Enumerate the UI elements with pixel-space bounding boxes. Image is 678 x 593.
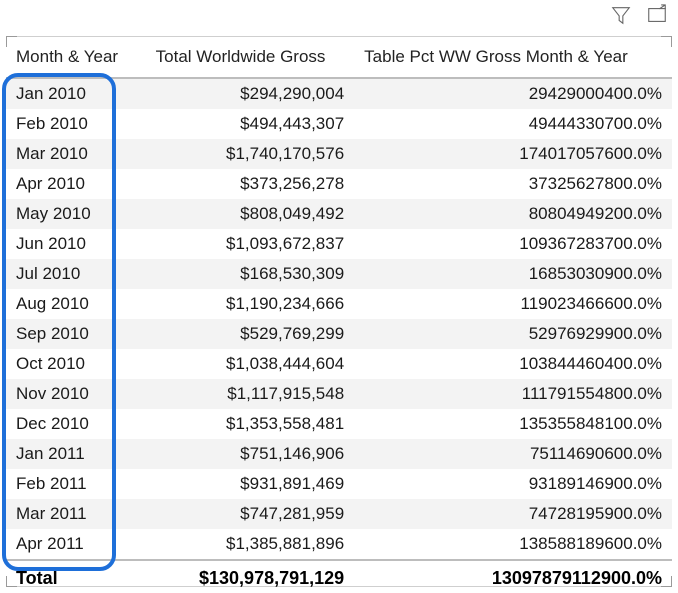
header-pct[interactable]: Table Pct WW Gross Month & Year bbox=[354, 37, 672, 78]
visual-header bbox=[610, 4, 668, 31]
table-row[interactable]: Apr 2011$1,385,881,896138588189600.0% bbox=[6, 529, 672, 560]
total-pct: 13097879112900.0% bbox=[354, 560, 672, 593]
table-container: Month & Year Total Worldwide Gross Table… bbox=[6, 36, 672, 587]
cell-pct: 103844460400.0% bbox=[354, 349, 672, 379]
cell-month: Sep 2010 bbox=[6, 319, 146, 349]
table-row[interactable]: Jan 2010$294,290,00429429000400.0% bbox=[6, 78, 672, 109]
table-row[interactable]: May 2010$808,049,49280804949200.0% bbox=[6, 199, 672, 229]
cell-month: Jun 2010 bbox=[6, 229, 146, 259]
table-row[interactable]: Nov 2010$1,117,915,548111791554800.0% bbox=[6, 379, 672, 409]
cell-month: Mar 2011 bbox=[6, 499, 146, 529]
frame-corner bbox=[661, 576, 672, 587]
frame-corner bbox=[6, 576, 17, 587]
cell-month: Mar 2010 bbox=[6, 139, 146, 169]
cell-pct: 75114690600.0% bbox=[354, 439, 672, 469]
cell-pct: 74728195900.0% bbox=[354, 499, 672, 529]
cell-month: Apr 2011 bbox=[6, 529, 146, 560]
cell-month: May 2010 bbox=[6, 199, 146, 229]
frame-corner bbox=[661, 36, 672, 47]
cell-month: Jan 2010 bbox=[6, 78, 146, 109]
cell-gross: $1,038,444,604 bbox=[146, 349, 355, 379]
funnel-icon[interactable] bbox=[610, 4, 632, 31]
table-row[interactable]: Feb 2011$931,891,46993189146900.0% bbox=[6, 469, 672, 499]
table-row[interactable]: Apr 2010$373,256,27837325627800.0% bbox=[6, 169, 672, 199]
cell-pct: 119023466600.0% bbox=[354, 289, 672, 319]
table-row[interactable]: Mar 2011$747,281,95974728195900.0% bbox=[6, 499, 672, 529]
cell-gross: $1,093,672,837 bbox=[146, 229, 355, 259]
cell-gross: $1,117,915,548 bbox=[146, 379, 355, 409]
table-row[interactable]: Oct 2010$1,038,444,604103844460400.0% bbox=[6, 349, 672, 379]
total-label: Total bbox=[6, 560, 146, 593]
header-month[interactable]: Month & Year bbox=[6, 37, 146, 78]
table-visual: Month & Year Total Worldwide Gross Table… bbox=[0, 0, 678, 593]
header-row: Month & Year Total Worldwide Gross Table… bbox=[6, 37, 672, 78]
cell-gross: $1,353,558,481 bbox=[146, 409, 355, 439]
cell-gross: $529,769,299 bbox=[146, 319, 355, 349]
cell-gross: $1,190,234,666 bbox=[146, 289, 355, 319]
cell-gross: $1,385,881,896 bbox=[146, 529, 355, 560]
cell-month: Jan 2011 bbox=[6, 439, 146, 469]
cell-gross: $373,256,278 bbox=[146, 169, 355, 199]
table-row[interactable]: Feb 2010$494,443,30749444330700.0% bbox=[6, 109, 672, 139]
focus-mode-icon[interactable] bbox=[646, 4, 668, 31]
cell-pct: 109367283700.0% bbox=[354, 229, 672, 259]
header-gross[interactable]: Total Worldwide Gross bbox=[146, 37, 355, 78]
cell-pct: 16853030900.0% bbox=[354, 259, 672, 289]
frame-corner bbox=[6, 36, 17, 47]
cell-gross: $168,530,309 bbox=[146, 259, 355, 289]
cell-gross: $294,290,004 bbox=[146, 78, 355, 109]
cell-month: Apr 2010 bbox=[6, 169, 146, 199]
table-row[interactable]: Sep 2010$529,769,29952976929900.0% bbox=[6, 319, 672, 349]
total-gross: $130,978,791,129 bbox=[146, 560, 355, 593]
cell-month: Dec 2010 bbox=[6, 409, 146, 439]
table-row[interactable]: Jun 2010$1,093,672,837109367283700.0% bbox=[6, 229, 672, 259]
cell-month: Oct 2010 bbox=[6, 349, 146, 379]
cell-pct: 37325627800.0% bbox=[354, 169, 672, 199]
table-row[interactable]: Aug 2010$1,190,234,666119023466600.0% bbox=[6, 289, 672, 319]
cell-pct: 49444330700.0% bbox=[354, 109, 672, 139]
total-row: Total $130,978,791,129 13097879112900.0% bbox=[6, 560, 672, 593]
cell-gross: $494,443,307 bbox=[146, 109, 355, 139]
cell-month: Nov 2010 bbox=[6, 379, 146, 409]
table-row[interactable]: Jul 2010$168,530,30916853030900.0% bbox=[6, 259, 672, 289]
cell-pct: 135355848100.0% bbox=[354, 409, 672, 439]
cell-gross: $808,049,492 bbox=[146, 199, 355, 229]
cell-pct: 174017057600.0% bbox=[354, 139, 672, 169]
table-row[interactable]: Jan 2011$751,146,90675114690600.0% bbox=[6, 439, 672, 469]
cell-pct: 93189146900.0% bbox=[354, 469, 672, 499]
cell-gross: $931,891,469 bbox=[146, 469, 355, 499]
cell-month: Aug 2010 bbox=[6, 289, 146, 319]
data-table: Month & Year Total Worldwide Gross Table… bbox=[6, 37, 672, 593]
cell-month: Jul 2010 bbox=[6, 259, 146, 289]
cell-month: Feb 2010 bbox=[6, 109, 146, 139]
cell-pct: 138588189600.0% bbox=[354, 529, 672, 560]
cell-pct: 52976929900.0% bbox=[354, 319, 672, 349]
cell-gross: $1,740,170,576 bbox=[146, 139, 355, 169]
cell-pct: 80804949200.0% bbox=[354, 199, 672, 229]
table-body: Jan 2010$294,290,00429429000400.0%Feb 20… bbox=[6, 78, 672, 560]
cell-pct: 111791554800.0% bbox=[354, 379, 672, 409]
cell-gross: $751,146,906 bbox=[146, 439, 355, 469]
cell-gross: $747,281,959 bbox=[146, 499, 355, 529]
cell-pct: 29429000400.0% bbox=[354, 78, 672, 109]
table-row[interactable]: Mar 2010$1,740,170,576174017057600.0% bbox=[6, 139, 672, 169]
table-row[interactable]: Dec 2010$1,353,558,481135355848100.0% bbox=[6, 409, 672, 439]
cell-month: Feb 2011 bbox=[6, 469, 146, 499]
